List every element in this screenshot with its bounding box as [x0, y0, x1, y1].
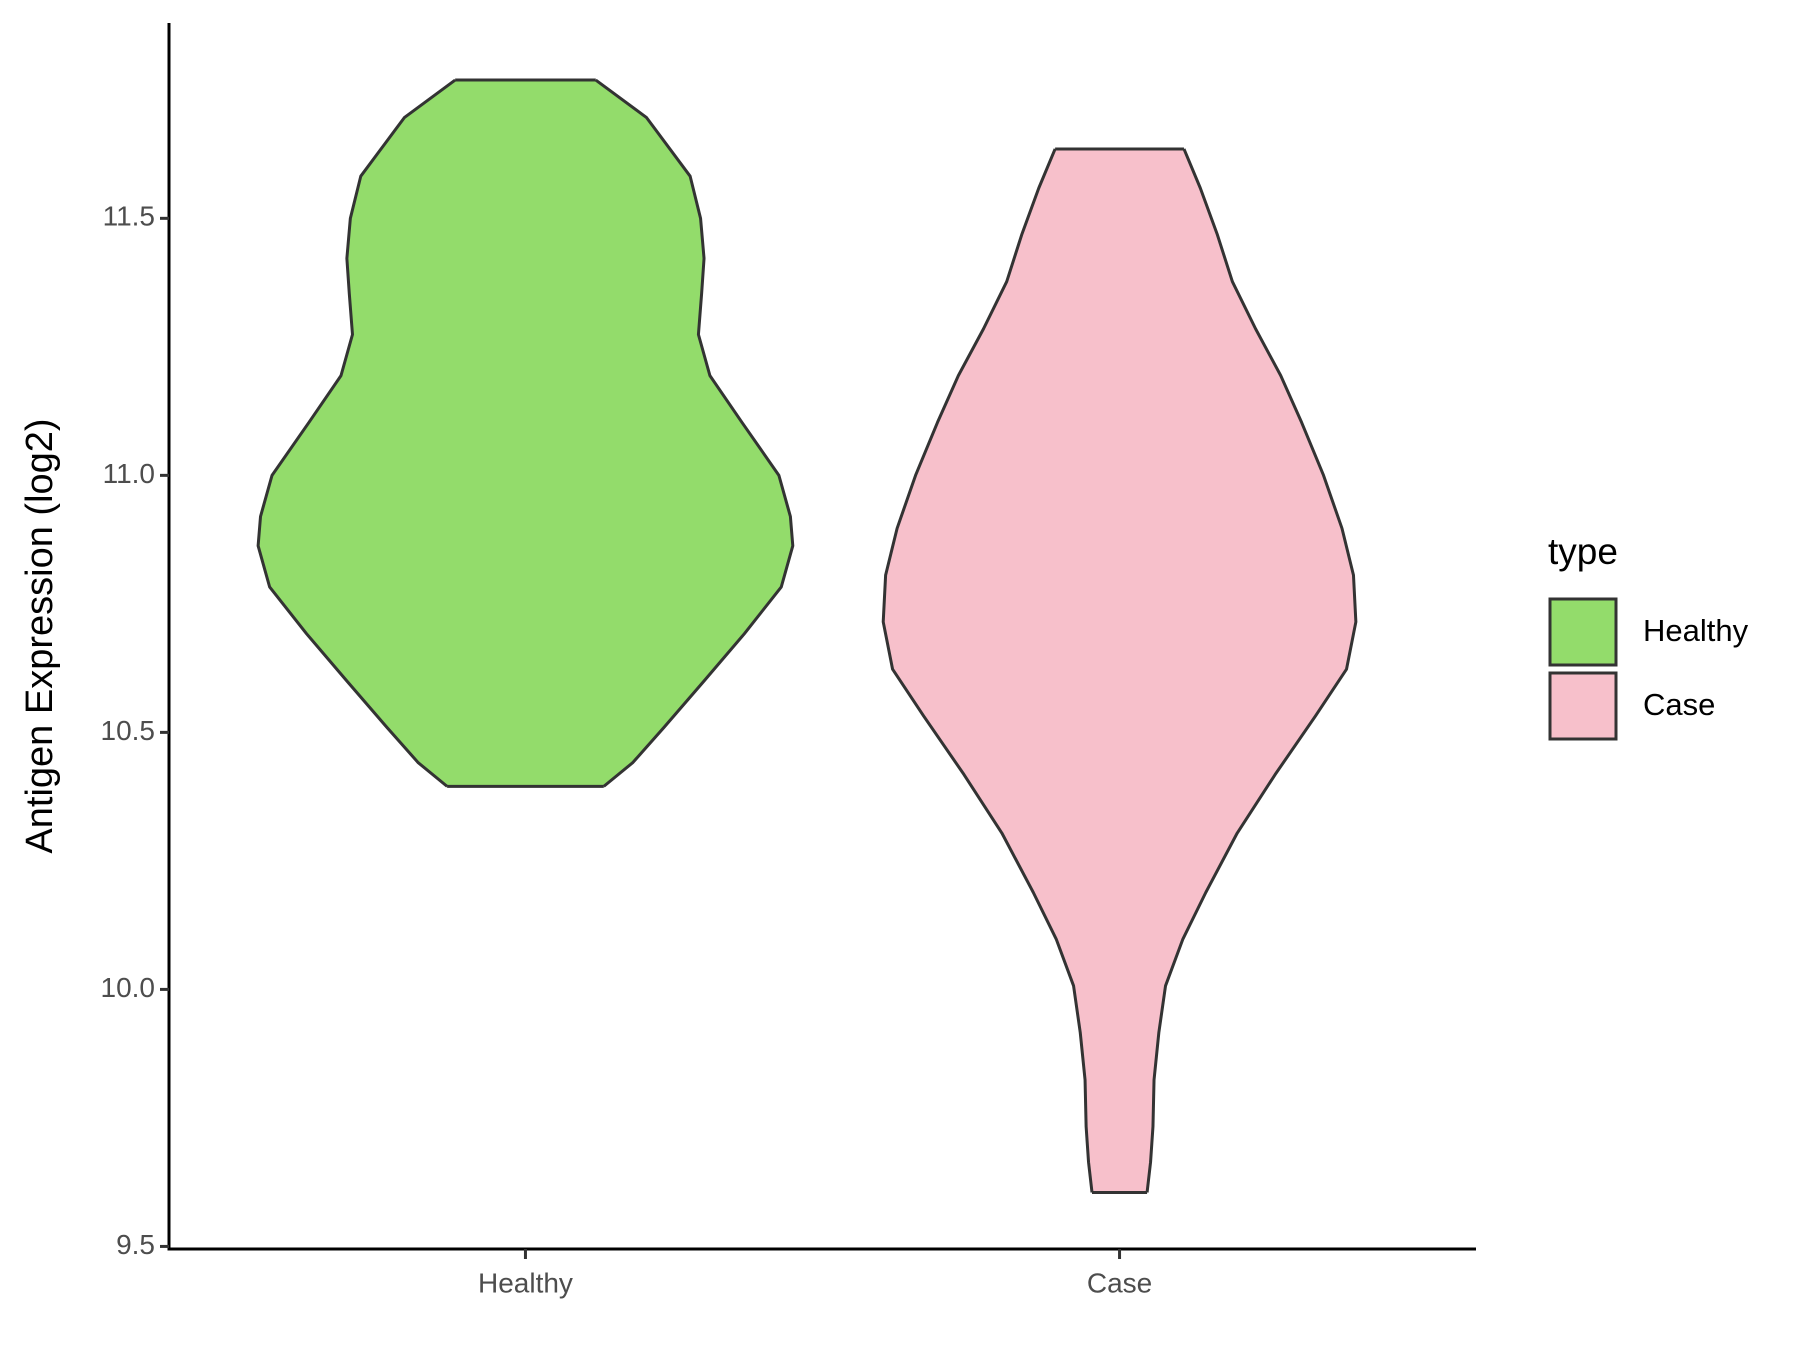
- legend-title: type: [1548, 531, 1618, 572]
- violin-left-edge: [256, 78, 457, 788]
- y-tick-label: 11.0: [103, 458, 155, 489]
- y-tick-label: 9.5: [116, 1229, 155, 1260]
- x-tick-label: Healthy: [478, 1267, 573, 1298]
- x-tick-label: Case: [1087, 1267, 1152, 1298]
- legend-key: [1548, 671, 1618, 741]
- y-axis-title: Antigen Expression (log2): [19, 418, 61, 853]
- violin-fill: [258, 80, 793, 787]
- violin-right-edge: [1145, 148, 1358, 1193]
- legend-key: [1548, 597, 1618, 667]
- y-tick-label: 11.5: [103, 201, 155, 232]
- y-tick-label: 10.0: [101, 972, 156, 1003]
- legend-label: Healthy: [1643, 613, 1749, 648]
- legend-label: Case: [1643, 687, 1715, 722]
- y-tick-label: 10.5: [101, 715, 156, 746]
- violin-fill: [883, 148, 1356, 1193]
- violin-left-edge: [881, 148, 1094, 1193]
- violin-right-edge: [594, 78, 795, 788]
